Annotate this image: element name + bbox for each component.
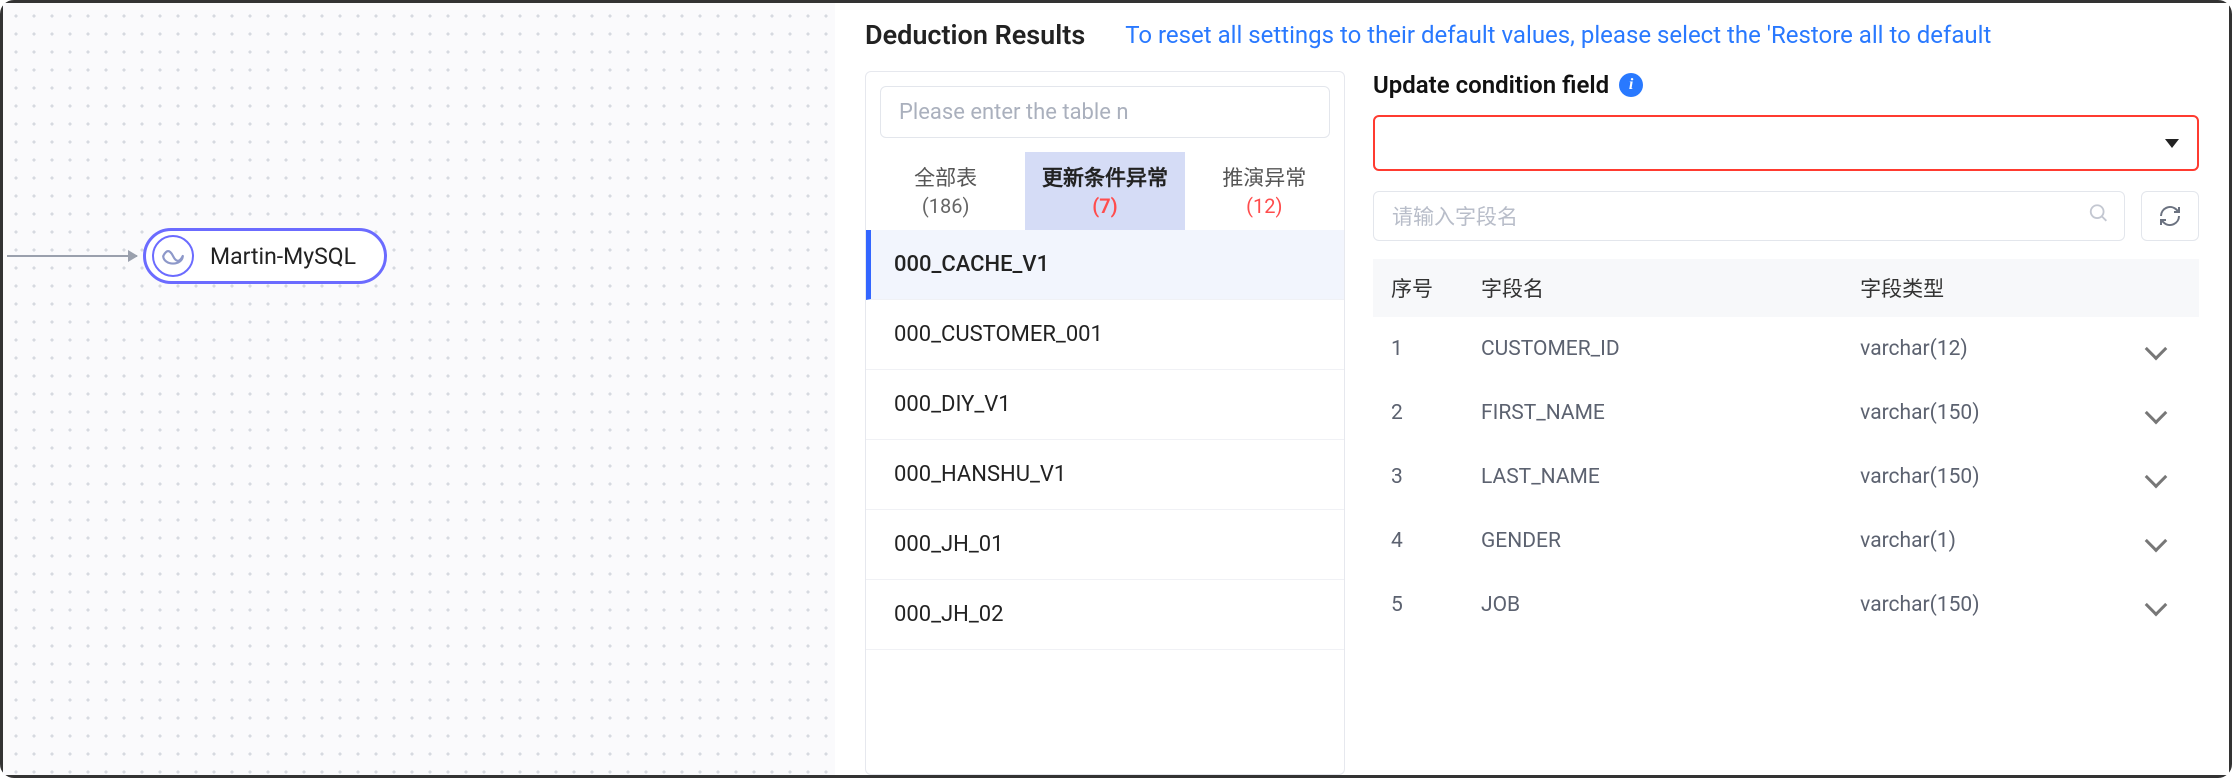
- tab-label: 更新条件异常: [1042, 167, 1168, 191]
- field-row: 5JOBvarchar(150): [1373, 573, 2199, 637]
- table-items-list: 000_CACHE_V1000_CUSTOMER_001000_DIY_V100…: [866, 230, 1344, 774]
- field-type: varchar(150): [1860, 465, 2131, 489]
- chevron-down-icon: [2145, 402, 2168, 425]
- table-item[interactable]: 000_JH_02: [866, 580, 1344, 650]
- panel-header: Deduction Results To reset all settings …: [865, 19, 2199, 51]
- expand-toggle[interactable]: [2131, 533, 2181, 549]
- condition-label-row: Update condition field i: [1373, 71, 2199, 99]
- chevron-down-icon: [2145, 466, 2168, 489]
- field-name: GENDER: [1481, 529, 1860, 553]
- field-search-input[interactable]: 请输入字段名: [1373, 191, 2125, 241]
- flow-node-label: Martin-MySQL: [210, 243, 356, 270]
- field-filter-row: 请输入字段名: [1373, 191, 2199, 241]
- panel-title: Deduction Results: [865, 19, 1085, 51]
- field-type: varchar(150): [1860, 401, 2131, 425]
- filter-tab[interactable]: 更新条件异常 (7): [1025, 152, 1184, 230]
- tab-label: 全部表: [914, 167, 977, 191]
- table-item[interactable]: 000_HANSHU_V1: [866, 440, 1344, 510]
- reset-instruction-link[interactable]: To reset all settings to their default v…: [1125, 21, 1991, 49]
- chevron-down-icon: [2165, 139, 2179, 148]
- tab-count: (12): [1189, 194, 1340, 218]
- table-item[interactable]: 000_DIY_V1: [866, 370, 1344, 440]
- field-index: 3: [1391, 465, 1481, 489]
- table-item[interactable]: 000_CACHE_V1: [866, 230, 1344, 300]
- tab-label: 推演异常: [1222, 167, 1306, 191]
- filter-tab[interactable]: 全部表 (186): [866, 152, 1025, 230]
- flow-canvas[interactable]: Martin-MySQL: [3, 3, 835, 775]
- flow-edge: [7, 255, 137, 257]
- fields-pane: Update condition field i 请输入字段名: [1373, 71, 2199, 775]
- chevron-down-icon: [2145, 594, 2168, 617]
- field-name: FIRST_NAME: [1481, 401, 1860, 425]
- field-type: varchar(150): [1860, 593, 2131, 617]
- field-row: 3LAST_NAMEvarchar(150): [1373, 445, 2199, 509]
- chevron-down-icon: [2145, 338, 2168, 361]
- field-row: 1CUSTOMER_IDvarchar(12): [1373, 317, 2199, 381]
- chevron-down-icon: [2145, 530, 2168, 553]
- tab-count: (186): [870, 194, 1021, 218]
- expand-toggle[interactable]: [2131, 469, 2181, 485]
- info-icon[interactable]: i: [1619, 73, 1643, 97]
- deduction-panel: Deduction Results To reset all settings …: [835, 3, 2229, 775]
- field-name: LAST_NAME: [1481, 465, 1860, 489]
- fields-table-header: 序号 字段名 字段类型: [1373, 259, 2199, 317]
- col-header-index: 序号: [1391, 273, 1481, 303]
- table-search-input[interactable]: Please enter the table n: [880, 86, 1330, 138]
- refresh-icon: [2158, 204, 2182, 228]
- table-item[interactable]: 000_JH_01: [866, 510, 1344, 580]
- col-header-name: 字段名: [1481, 273, 1860, 303]
- expand-toggle[interactable]: [2131, 341, 2181, 357]
- table-filter-tabs: 全部表 (186) 更新条件异常 (7) 推演异常 (12): [866, 152, 1344, 230]
- filter-tab[interactable]: 推演异常 (12): [1185, 152, 1344, 230]
- field-row: 2FIRST_NAMEvarchar(150): [1373, 381, 2199, 445]
- field-index: 4: [1391, 529, 1481, 553]
- expand-toggle[interactable]: [2131, 597, 2181, 613]
- table-item[interactable]: 000_CUSTOMER_001: [866, 300, 1344, 370]
- expand-toggle[interactable]: [2131, 405, 2181, 421]
- col-header-type: 字段类型: [1860, 273, 2131, 303]
- panel-body: Please enter the table n 全部表 (186) 更新条件异常 (…: [865, 71, 2199, 775]
- table-list-pane: Please enter the table n 全部表 (186) 更新条件异常 (…: [865, 71, 1345, 775]
- field-name: CUSTOMER_ID: [1481, 337, 1860, 361]
- search-icon: [2088, 203, 2110, 230]
- field-index: 2: [1391, 401, 1481, 425]
- tab-count: (7): [1029, 194, 1180, 218]
- refresh-button[interactable]: [2141, 191, 2199, 241]
- condition-field-label: Update condition field: [1373, 71, 1609, 99]
- fields-table: 序号 字段名 字段类型 1CUSTOMER_IDvarchar(12)2FIRS…: [1373, 259, 2199, 637]
- field-type: varchar(1): [1860, 529, 2131, 553]
- flow-node-mysql[interactable]: Martin-MySQL: [143, 228, 387, 284]
- field-search-placeholder: 请输入字段名: [1392, 201, 1518, 231]
- field-index: 1: [1391, 337, 1481, 361]
- app-frame: Martin-MySQL Deduction Results To reset …: [0, 0, 2232, 778]
- field-name: JOB: [1481, 593, 1860, 617]
- field-type: varchar(12): [1860, 337, 2131, 361]
- field-index: 5: [1391, 593, 1481, 617]
- database-icon: [152, 235, 194, 277]
- field-row: 4GENDERvarchar(1): [1373, 509, 2199, 573]
- table-search-placeholder: Please enter the table n: [899, 100, 1129, 125]
- condition-field-select[interactable]: [1373, 115, 2199, 171]
